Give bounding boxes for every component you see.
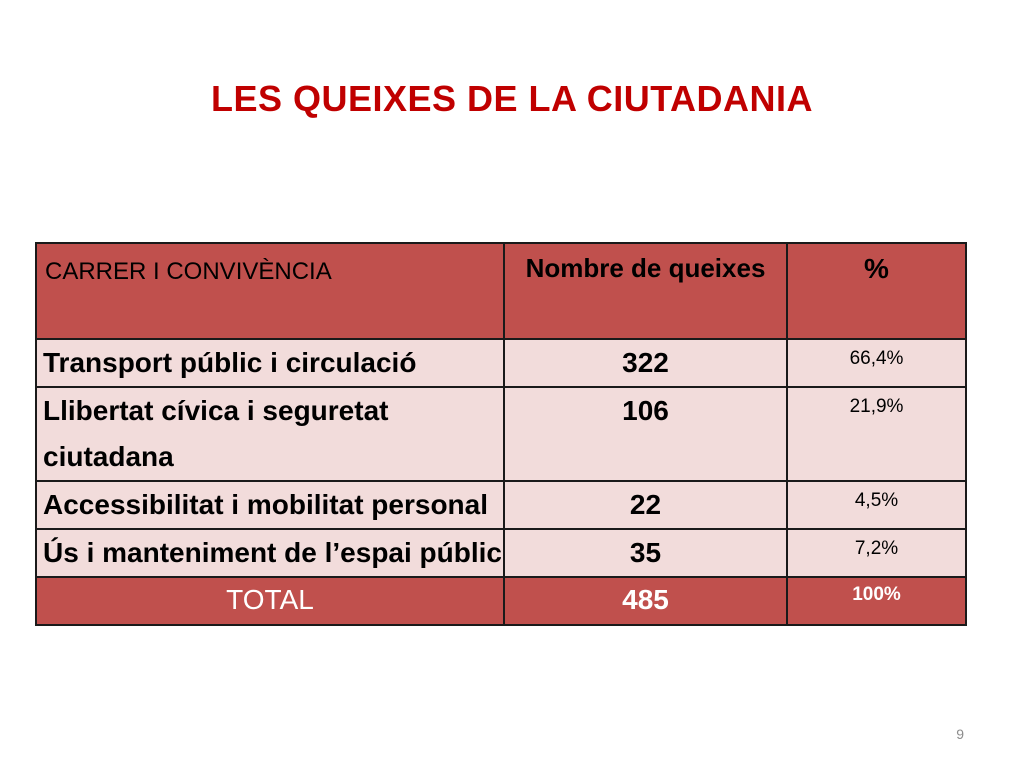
row-percent: 7,2% [854,538,899,559]
complaints-table: CARRER I CONVIVÈNCIA Nombre de queixes %… [35,242,967,626]
table-row: Transport públic i circulació 322 66,4% [35,338,967,388]
header-count: Nombre de queixes [525,253,766,283]
row-count: 35 [629,537,662,568]
row-count: 106 [622,395,669,426]
row-percent: 4,5% [854,490,899,511]
header-category-cell: CARRER I CONVIVÈNCIA [35,242,505,340]
row-category: Transport públic i circulació [43,347,417,378]
header-percent-cell: % [786,242,967,340]
table-row: Llibertat cívica i seguretat ciutadana 1… [35,386,967,482]
row-category: Ús i manteniment de l’espai públic [43,537,502,568]
header-percent: % [864,253,889,284]
page-number: 9 [956,726,964,742]
slide-title: LES QUEIXES DE LA CIUTADANIA [210,78,814,119]
total-percent: 100% [852,584,901,605]
table-total-row: TOTAL 485 100% [35,576,967,626]
header-count-cell: Nombre de queixes [503,242,788,340]
row-percent: 21,9% [849,396,904,417]
row-percent: 66,4% [849,348,904,369]
row-category: Llibertat cívica i seguretat ciutadana [43,395,389,472]
table-row: Accessibilitat i mobilitat personal 22 4… [35,480,967,530]
total-label: TOTAL [226,584,314,615]
table-header-row: CARRER I CONVIVÈNCIA Nombre de queixes % [35,242,967,340]
row-count: 22 [629,489,662,520]
header-category: CARRER I CONVIVÈNCIA [45,258,332,285]
row-category: Accessibilitat i mobilitat personal [43,489,489,520]
table-row: Ús i manteniment de l’espai públic 35 7,… [35,528,967,578]
row-count: 322 [622,347,669,378]
total-count: 485 [622,584,669,615]
